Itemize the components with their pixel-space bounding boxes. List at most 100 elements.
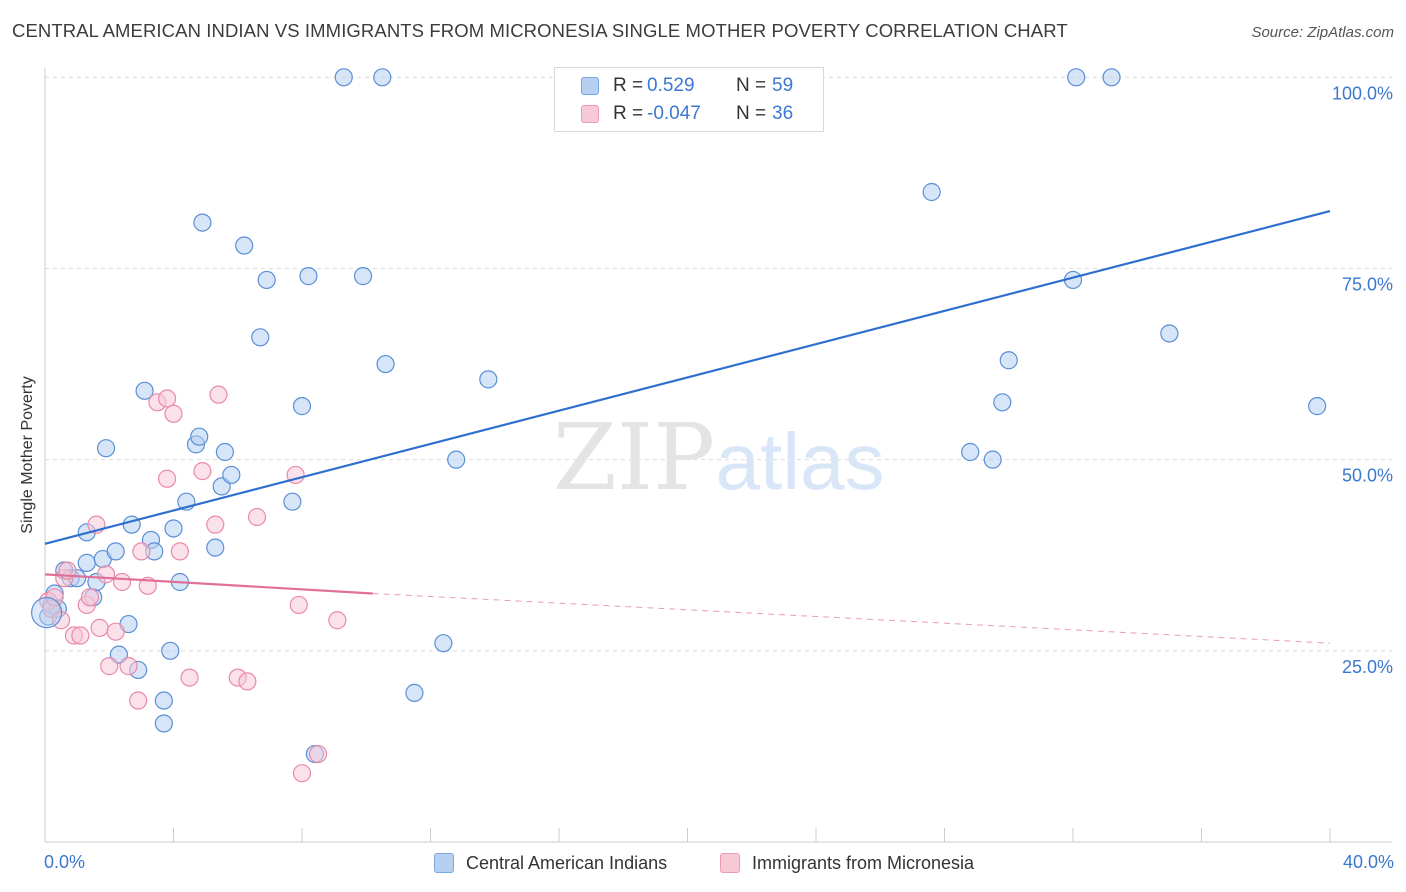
point-central-american-indians: [334, 68, 353, 87]
point-immigrants-from-micronesia: [180, 668, 199, 687]
trend-lines: [44, 210, 1331, 644]
point-central-american-indians: [376, 354, 395, 374]
point-central-american-indians: [190, 427, 209, 446]
r-value: -0.047: [647, 103, 701, 124]
point-immigrants-from-micronesia: [170, 542, 190, 561]
point-central-american-indians: [299, 267, 318, 286]
x-tick-label-min: 0.0%: [44, 852, 86, 872]
stats-row-immigrants-from-micronesia: R = -0.047 N = 36: [555, 100, 823, 128]
stats-row-central-american-indians: R = 0.529 N = 59: [555, 72, 823, 100]
y-tick-label: 25.0%: [1342, 657, 1393, 677]
point-immigrants-from-micronesia: [119, 657, 138, 676]
stats-legend: R = 0.529 N = 59 R = -0.047 N = 36: [554, 67, 824, 132]
source-label: Source: ZipAtlas.com: [1251, 24, 1394, 41]
point-central-american-indians: [353, 267, 373, 286]
y-tick-label: 75.0%: [1342, 274, 1393, 294]
point-central-american-indians: [999, 351, 1018, 370]
point-immigrants-from-micronesia: [132, 542, 151, 561]
point-central-american-indians: [292, 397, 312, 416]
legend-swatch-blue: [581, 77, 599, 95]
n-value: 36: [772, 103, 794, 124]
point-central-american-indians: [135, 381, 154, 400]
r-value: 0.529: [647, 75, 695, 96]
point-central-american-indians: [993, 393, 1012, 412]
legend-swatch-blue: [434, 853, 454, 873]
legend-swatch-pink: [720, 853, 740, 873]
y-tick-label: 100.0%: [1332, 83, 1393, 103]
point-central-american-indians: [154, 691, 173, 710]
point-central-american-indians: [164, 519, 183, 538]
point-central-american-indians: [77, 553, 96, 572]
point-central-american-indians: [193, 213, 212, 232]
y-tick-labels: 25.0% 50.0% 75.0% 100.0%: [1332, 83, 1393, 677]
point-central-american-indians: [206, 538, 225, 557]
legend-label: Central American Indians: [466, 853, 668, 873]
point-immigrants-from-micronesia: [96, 565, 116, 584]
n-label: N =: [736, 103, 767, 124]
legend-swatch-pink: [581, 105, 599, 123]
legend-label: Immigrants from Micronesia: [752, 853, 975, 873]
point-immigrants-from-micronesia: [80, 588, 100, 607]
r-label: R =: [613, 103, 644, 124]
point-central-american-indians: [1160, 324, 1179, 343]
point-immigrants-from-micronesia: [157, 469, 177, 488]
point-immigrants-from-micronesia: [112, 572, 132, 592]
y-axis-label: Single Mother Poverty: [19, 376, 36, 534]
gridlines: [45, 76, 1392, 652]
x-tick-label-max: 40.0%: [1342, 852, 1394, 872]
point-immigrants-from-micronesia: [106, 622, 125, 641]
y-tick-label: 50.0%: [1342, 466, 1393, 486]
point-central-american-indians: [1308, 397, 1327, 416]
axes: [44, 68, 1392, 843]
point-central-american-indians: [283, 492, 302, 511]
point-central-american-indians: [257, 270, 276, 290]
trend-line-central-american-indians: [44, 210, 1331, 545]
point-cluster: [31, 596, 63, 629]
point-immigrants-from-micronesia: [71, 626, 90, 645]
series-legend: Central American Indians Immigrants from…: [0, 851, 1406, 877]
watermark: ZIP atlas: [553, 404, 885, 511]
point-immigrants-from-micronesia: [292, 764, 312, 783]
trend-line-immigrants-from-micronesia-extension: [372, 592, 1331, 644]
n-value: 59: [772, 75, 794, 96]
point-immigrants-from-micronesia: [209, 385, 228, 404]
point-central-american-indians: [961, 442, 980, 462]
point-immigrants-from-micronesia: [247, 507, 267, 527]
point-central-american-indians: [1102, 68, 1121, 87]
point-immigrants-from-micronesia: [289, 595, 308, 615]
point-central-american-indians: [235, 236, 254, 255]
point-central-american-indians: [106, 542, 125, 561]
point-immigrants-from-micronesia: [193, 462, 212, 481]
point-immigrants-from-micronesia: [164, 404, 183, 423]
point-immigrants-from-micronesia: [328, 611, 347, 630]
trend-line-immigrants-from-micronesia: [44, 573, 373, 595]
point-immigrants-from-micronesia: [238, 672, 257, 691]
point-central-american-indians: [405, 683, 424, 702]
n-label: N =: [736, 75, 767, 96]
watermark-atlas: atlas: [716, 417, 885, 506]
point-central-american-indians: [983, 450, 1002, 469]
point-central-american-indians: [447, 450, 466, 469]
point-central-american-indians: [215, 442, 234, 462]
point-central-american-indians: [96, 439, 116, 458]
point-central-american-indians: [373, 68, 392, 87]
chart-title: CENTRAL AMERICAN INDIAN VS IMMIGRANTS FR…: [12, 20, 1068, 41]
r-label: R =: [613, 75, 644, 96]
point-central-american-indians: [222, 465, 241, 485]
point-immigrants-from-micronesia: [129, 691, 148, 710]
point-central-american-indians: [161, 641, 180, 660]
point-immigrants-from-micronesia: [90, 618, 109, 637]
point-immigrants-from-micronesia: [206, 515, 225, 534]
point-central-american-indians: [251, 328, 270, 347]
point-central-american-indians: [154, 714, 173, 733]
point-immigrants-from-micronesia: [157, 389, 177, 408]
data-points: [31, 68, 1327, 783]
point-central-american-indians: [479, 370, 498, 389]
point-central-american-indians: [434, 634, 453, 653]
point-central-american-indians: [1067, 68, 1086, 87]
point-central-american-indians: [922, 182, 941, 202]
point-immigrants-from-micronesia: [308, 744, 328, 764]
watermark-zip: ZIP: [553, 404, 715, 511]
point-immigrants-from-micronesia: [100, 657, 119, 676]
